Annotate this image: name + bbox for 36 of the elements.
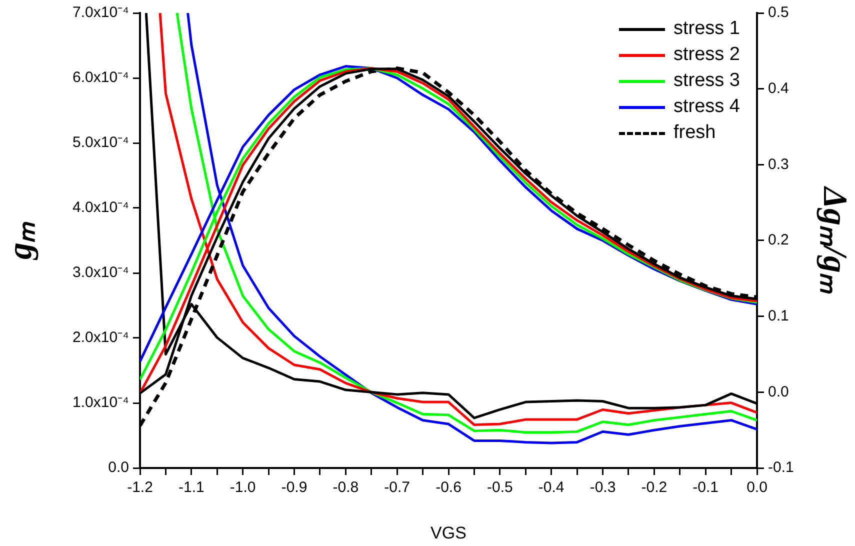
y-tick-label: 3.0x10⁻⁴: [72, 264, 129, 282]
x-tick-label: -0.5: [486, 479, 513, 496]
y2-tick-label: 0.1: [768, 307, 789, 324]
y-tick-label: 6.0x10⁻⁴: [72, 69, 129, 86]
x-tick-label: -0.4: [538, 479, 564, 496]
y2-tick-label: 0.4: [768, 80, 789, 97]
y-tick-label: 7.0x10⁻⁴: [72, 4, 129, 22]
x-tick-label: -0.9: [281, 479, 308, 496]
legend-label: stress 1: [673, 17, 740, 41]
x-axis-title: VGS: [430, 523, 466, 542]
x-tick-label: -1.2: [127, 479, 153, 496]
y-tick-label: 2.0x10⁻⁴: [72, 329, 129, 346]
x-tick-label: -1.1: [178, 479, 204, 496]
x-tick-label: -1.0: [230, 479, 256, 496]
y-tick-label: 1.0x10⁻⁴: [72, 394, 129, 412]
y2-tick-label: 0.3: [768, 156, 789, 173]
x-tick-label: -0.6: [436, 479, 462, 496]
x-tick-label: -0.8: [332, 479, 359, 496]
y-axis-title: gₘ: [2, 222, 40, 260]
x-tick-label: 0.0: [746, 479, 768, 496]
x-tick-label: -0.1: [692, 479, 719, 496]
y2-axis-title: Δgₘ/gₘ: [816, 185, 853, 294]
y-tick-label: 4.0x10⁻⁴: [72, 199, 129, 216]
y2-tick-label: 0.2: [768, 232, 789, 249]
x-tick-label: -0.2: [641, 479, 668, 496]
y2-tick-label: 0.5: [768, 4, 789, 22]
legend-label: stress 3: [673, 69, 740, 93]
y2-tick-label: 0.0: [768, 383, 789, 400]
x-tick-label: -0.3: [590, 479, 616, 496]
y-tick-label: 0.0: [108, 459, 129, 476]
y2-tick-label: -0.1: [768, 459, 794, 476]
legend-label: stress 2: [673, 43, 740, 67]
x-tick-label: -0.7: [384, 479, 410, 496]
legend-label: stress 4: [673, 95, 740, 119]
legend-label: fresh: [673, 121, 716, 145]
y-tick-label: 5.0x10⁻⁴: [72, 134, 129, 152]
